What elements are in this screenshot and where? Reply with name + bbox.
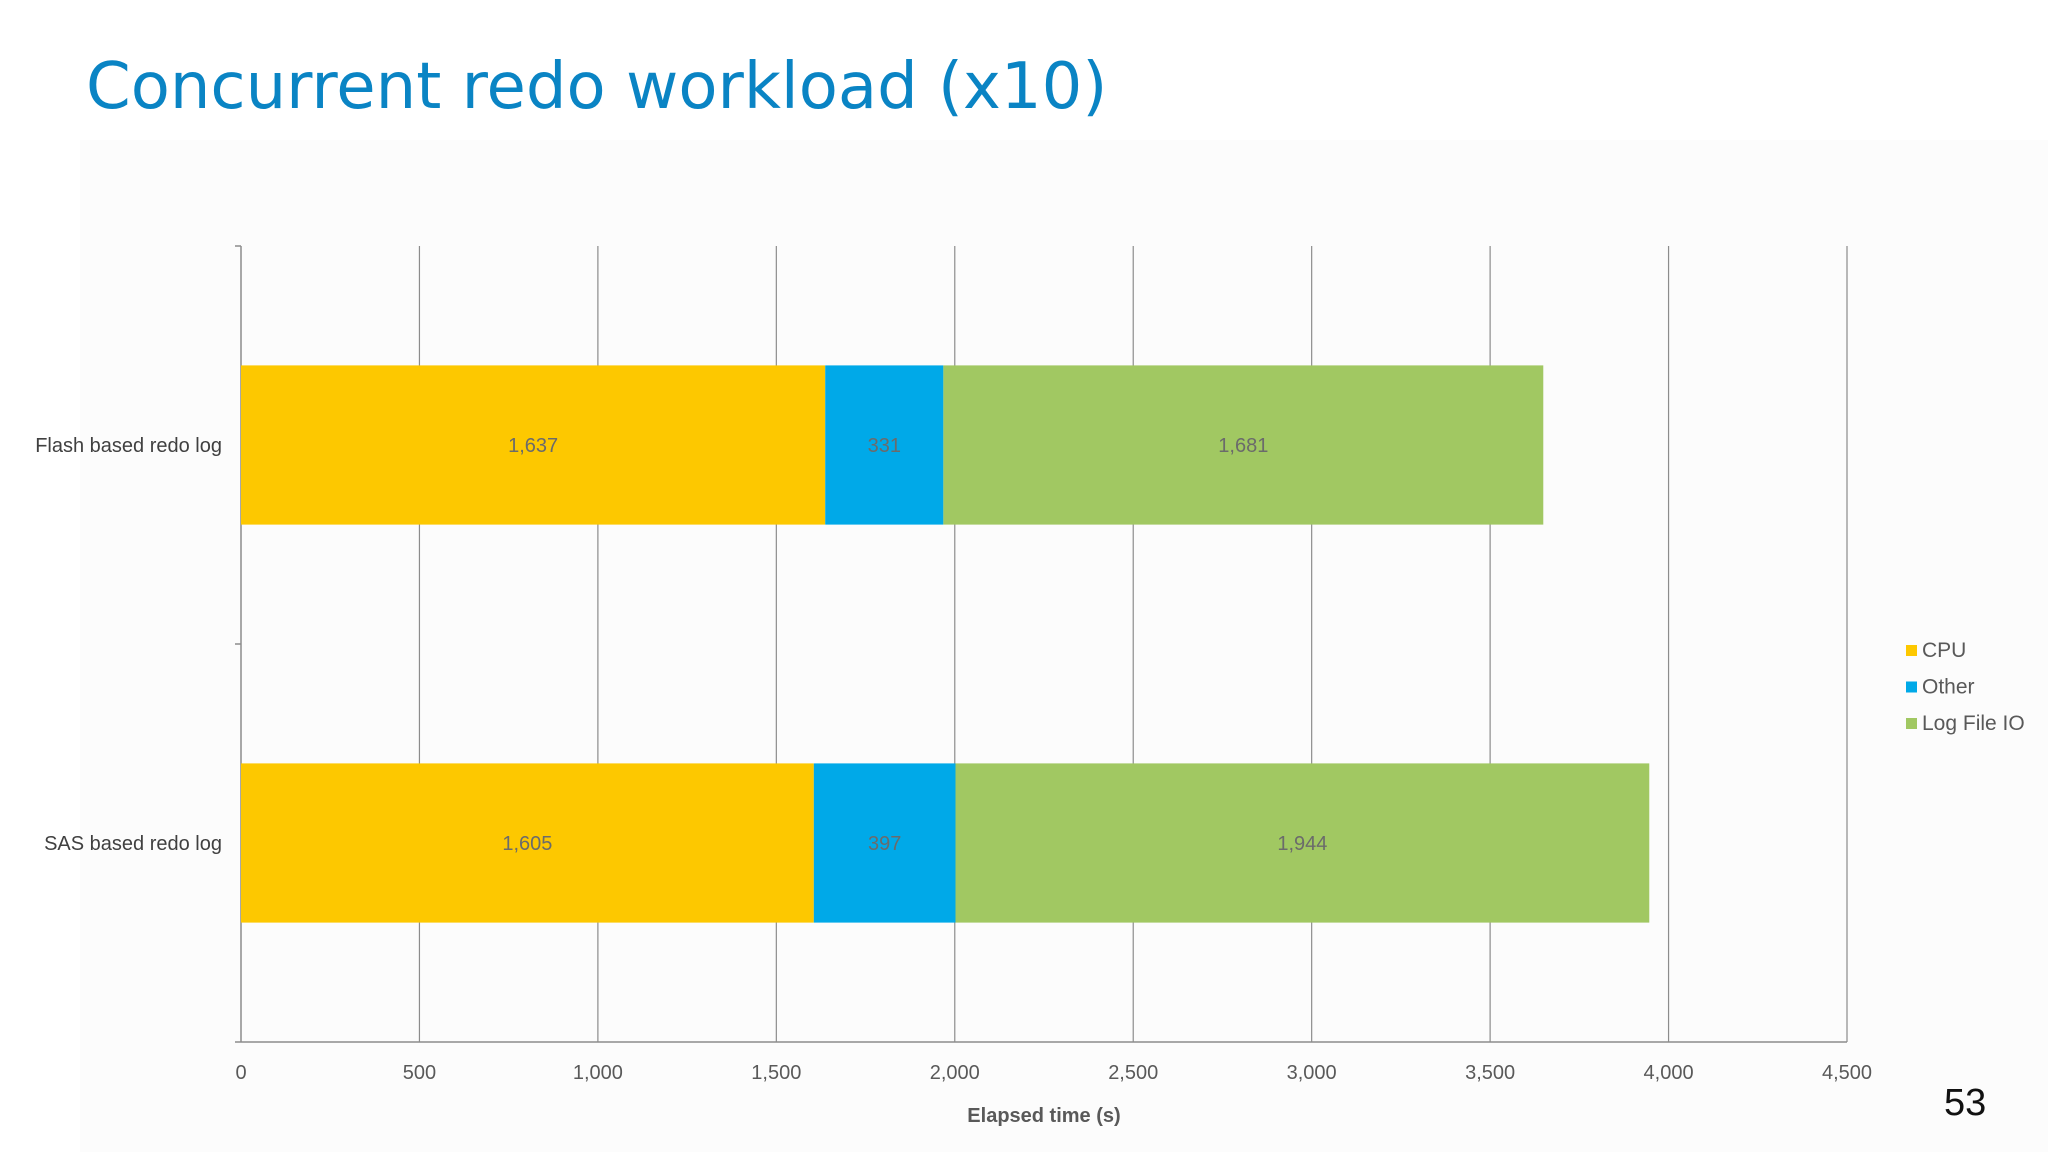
- x-tick-label: 2,000: [930, 1062, 980, 1084]
- data-label: 331: [868, 435, 901, 457]
- category-label: SAS based redo log: [44, 833, 222, 855]
- legend-label: Log File IO: [1922, 712, 2025, 735]
- x-axis-title: Elapsed time (s): [967, 1105, 1120, 1127]
- legend-swatch-other: [1906, 681, 1917, 693]
- x-tick-label: 500: [403, 1062, 436, 1084]
- data-label: 1,605: [502, 833, 552, 855]
- slide-title: Concurrent redo workload (x10): [86, 50, 1108, 124]
- x-tick-label: 4,000: [1644, 1062, 1694, 1084]
- data-label: 1,637: [508, 435, 558, 457]
- bar-segment-other: [825, 365, 944, 525]
- bar-segment-cpu: [241, 763, 814, 923]
- x-tick-label: 4,500: [1822, 1062, 1872, 1084]
- legend-swatch-log-file-io: [1906, 718, 1917, 729]
- chart-background: [80, 140, 2048, 1152]
- page-number: 53: [1944, 1082, 1987, 1124]
- x-tick-label: 3,000: [1287, 1062, 1337, 1084]
- legend-label: Other: [1922, 676, 1975, 699]
- x-tick-label: 3,500: [1465, 1062, 1515, 1084]
- bar-segment-log-file-io: [943, 365, 1544, 525]
- data-label: 1,681: [1218, 435, 1268, 457]
- legend-swatch-cpu: [1906, 645, 1917, 656]
- category-label: Flash based redo log: [35, 435, 222, 457]
- x-tick-label: 0: [235, 1062, 246, 1084]
- x-tick-label: 1,000: [573, 1062, 623, 1084]
- x-tick-label: 1,500: [751, 1062, 801, 1084]
- legend-label: CPU: [1922, 639, 1966, 662]
- x-tick-label: 2,500: [1108, 1062, 1158, 1084]
- bar-segment-log-file-io: [955, 763, 1650, 923]
- data-label: 397: [868, 833, 901, 855]
- bar-segment-cpu: [241, 365, 826, 525]
- bar-segment-other: [813, 763, 956, 923]
- data-label: 1,944: [1277, 833, 1327, 855]
